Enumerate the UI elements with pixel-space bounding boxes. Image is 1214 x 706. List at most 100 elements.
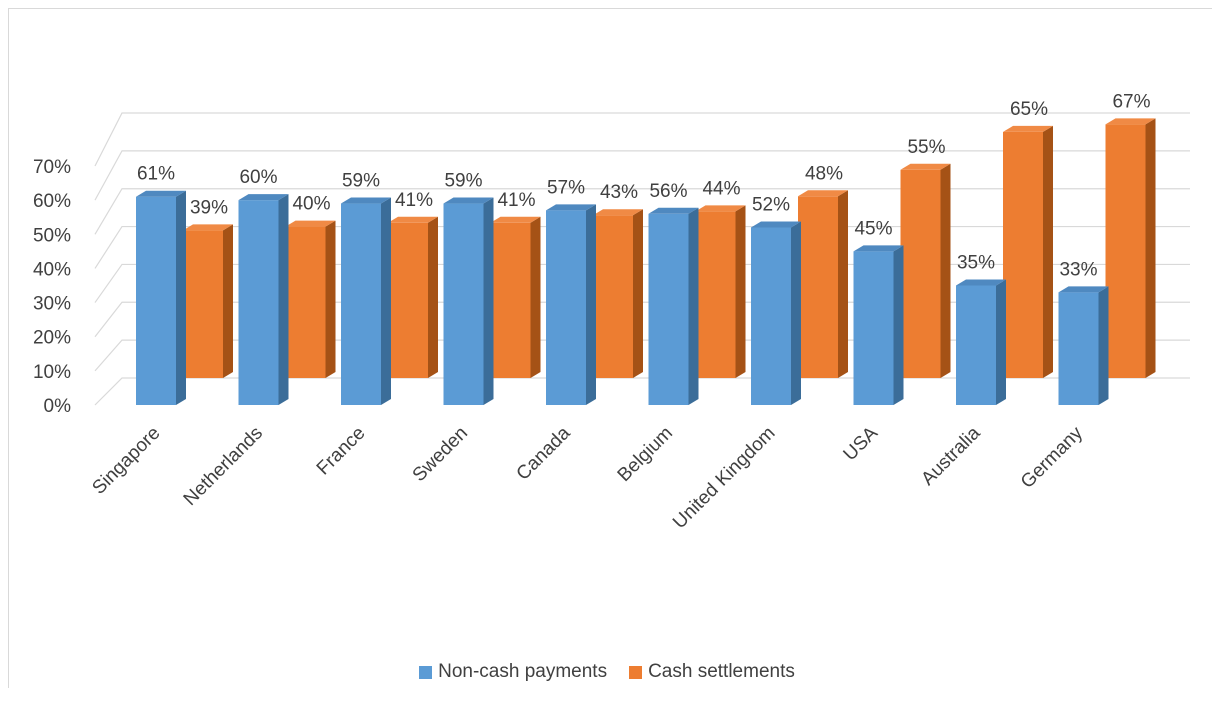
bar-cash bbox=[798, 190, 848, 378]
bar-front bbox=[443, 203, 484, 405]
data-label-cash: 48% bbox=[805, 163, 843, 184]
bar-front bbox=[956, 285, 996, 405]
data-label-cash: 41% bbox=[395, 190, 433, 211]
bar-side bbox=[278, 194, 289, 405]
bar-non-cash bbox=[956, 279, 1006, 405]
data-label-non-cash: 59% bbox=[342, 171, 380, 192]
data-label-non-cash: 60% bbox=[239, 167, 277, 188]
category-label: France bbox=[313, 423, 370, 480]
bar-non-cash bbox=[648, 207, 699, 405]
data-label-non-cash: 35% bbox=[957, 253, 995, 274]
gridline bbox=[94, 150, 1190, 201]
bar-non-cash bbox=[443, 197, 494, 405]
bar-side bbox=[325, 220, 336, 378]
bar-non-cash bbox=[751, 221, 801, 405]
category-label: USA bbox=[840, 422, 883, 465]
bar-top bbox=[751, 221, 801, 228]
bar-non-cash bbox=[136, 190, 186, 405]
data-label-non-cash: 57% bbox=[547, 177, 585, 198]
bar-front bbox=[1105, 124, 1146, 378]
category-label: Germany bbox=[1017, 422, 1087, 492]
data-label-cash: 43% bbox=[600, 182, 638, 203]
bar-cash bbox=[490, 216, 541, 378]
data-label-non-cash: 59% bbox=[444, 171, 482, 192]
bar-front bbox=[546, 210, 586, 405]
bar-side bbox=[940, 163, 951, 378]
bar-top bbox=[1058, 286, 1109, 293]
legend-label-cash: Cash settlements bbox=[648, 661, 795, 682]
bar-side bbox=[530, 216, 541, 378]
category-label: Canada bbox=[513, 422, 575, 484]
bar-side bbox=[838, 190, 848, 378]
bar-side bbox=[176, 190, 186, 405]
bar-top bbox=[1105, 118, 1156, 125]
data-label-non-cash: 45% bbox=[854, 218, 892, 239]
bar-side bbox=[633, 209, 643, 378]
bar-side bbox=[1145, 118, 1156, 378]
bar-side bbox=[688, 207, 699, 405]
bar-side bbox=[586, 204, 596, 405]
bar-side bbox=[735, 205, 746, 378]
bar-side bbox=[381, 197, 391, 405]
bar-front bbox=[285, 226, 326, 378]
data-labels: 39% 40% 41% 41% 43% 44% 48% 55% 65% 67% 61% 60% 59% 5… bbox=[137, 91, 1151, 280]
bar-cash bbox=[1105, 118, 1156, 378]
bar-front bbox=[490, 222, 531, 378]
legend-item-cash: Cash settlements bbox=[629, 661, 795, 683]
bar-top bbox=[490, 216, 541, 223]
bar-side bbox=[428, 216, 438, 378]
bar-side bbox=[791, 221, 801, 405]
category-label: Belgium bbox=[614, 423, 677, 486]
bar-front bbox=[1058, 292, 1099, 405]
y-tick-label: 60% bbox=[33, 191, 71, 212]
bar-front bbox=[751, 227, 791, 405]
bar-cash bbox=[1003, 125, 1053, 378]
category-label: Sweden bbox=[409, 423, 472, 486]
bar-top bbox=[285, 220, 336, 227]
bar-non-cash bbox=[546, 204, 596, 405]
category-label: Singapore bbox=[88, 423, 164, 499]
bar-side bbox=[996, 279, 1006, 405]
bar-front bbox=[593, 215, 633, 378]
bar-top bbox=[238, 194, 289, 201]
y-axis: 0% 10% 20% 30% 40% 50% 60% 70% bbox=[33, 157, 71, 417]
bar-non-cash bbox=[1058, 286, 1109, 405]
bar-side bbox=[1098, 286, 1109, 405]
bar-cash bbox=[285, 220, 336, 378]
bar-top bbox=[1003, 125, 1053, 132]
bar-cash bbox=[900, 163, 951, 378]
x-axis: Singapore Netherlands France Sweden Canada Be… bbox=[88, 422, 1087, 533]
bar-top bbox=[341, 197, 391, 204]
y-tick-label: 50% bbox=[33, 225, 71, 246]
data-label-cash: 40% bbox=[292, 194, 330, 215]
data-label-non-cash: 33% bbox=[1059, 259, 1097, 280]
bar-front bbox=[238, 200, 279, 405]
gridline bbox=[94, 112, 1190, 167]
y-tick-label: 70% bbox=[33, 157, 71, 178]
bar-side bbox=[223, 224, 233, 378]
bar-front bbox=[900, 169, 941, 378]
category-label: Netherlands bbox=[180, 423, 267, 510]
data-label-non-cash: 61% bbox=[137, 164, 175, 185]
bar-top bbox=[648, 207, 699, 214]
data-label-cash: 65% bbox=[1010, 99, 1048, 120]
bar-side bbox=[893, 245, 904, 405]
bar-top bbox=[183, 224, 233, 231]
chart-frame bbox=[8, 8, 1212, 688]
bar-front bbox=[1003, 131, 1043, 378]
data-label-cash: 55% bbox=[907, 137, 945, 158]
bar-non-cash bbox=[341, 197, 391, 405]
bar-front bbox=[648, 213, 689, 405]
bar-non-cash bbox=[238, 194, 289, 405]
bar-front bbox=[341, 203, 381, 405]
bar-top bbox=[853, 245, 904, 252]
bar-cash bbox=[183, 224, 233, 378]
bar-front bbox=[183, 230, 223, 378]
legend: Non-cash payments Cash settlements bbox=[0, 660, 1214, 684]
bar-top bbox=[593, 209, 643, 216]
data-label-non-cash: 52% bbox=[752, 194, 790, 215]
y-tick-label: 0% bbox=[44, 396, 72, 417]
legend-swatch-non-cash bbox=[419, 665, 433, 679]
bar-cash bbox=[695, 205, 746, 378]
category-label: Australia bbox=[917, 422, 984, 489]
